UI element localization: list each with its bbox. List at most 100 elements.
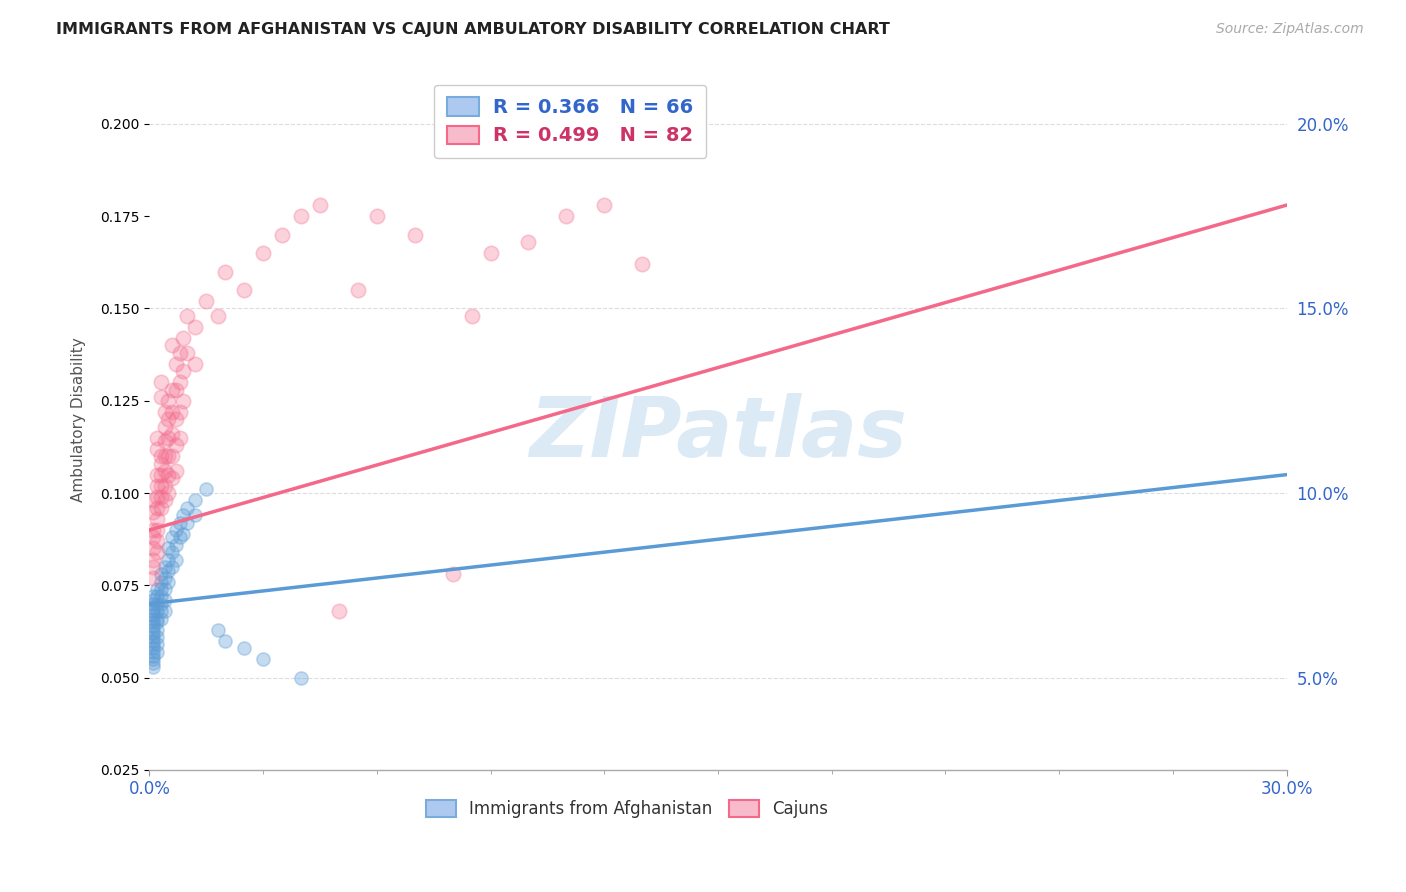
Point [184, 357, 207, 371]
Point [153, 604, 176, 618]
Point [142, 552, 165, 566]
Point [176, 500, 198, 515]
Point [146, 630, 169, 644]
Point [172, 393, 194, 408]
Point [146, 615, 169, 630]
Point [157, 574, 180, 589]
Point [195, 294, 218, 309]
Point [160, 545, 183, 559]
Point [146, 645, 169, 659]
Point [146, 534, 169, 549]
Point [149, 500, 172, 515]
Point [142, 626, 165, 640]
Point [160, 530, 183, 544]
Point [157, 486, 180, 500]
Point [146, 500, 169, 515]
Point [146, 512, 169, 526]
Point [184, 508, 207, 523]
Point [555, 209, 578, 223]
Point [153, 405, 176, 419]
Point [172, 526, 194, 541]
Point [142, 630, 165, 644]
Point [142, 604, 165, 618]
Point [142, 615, 165, 630]
Point [157, 431, 180, 445]
Point [142, 504, 165, 518]
Point [460, 309, 482, 323]
Point [149, 390, 172, 404]
Point [165, 552, 187, 566]
Legend: Immigrants from Afghanistan, Cajuns: Immigrants from Afghanistan, Cajuns [419, 793, 835, 825]
Point [142, 493, 165, 508]
Point [160, 405, 183, 419]
Point [165, 438, 187, 452]
Y-axis label: Ambulatory Disability: Ambulatory Disability [72, 337, 86, 501]
Point [165, 383, 187, 397]
Point [172, 364, 194, 378]
Point [169, 346, 191, 360]
Point [207, 623, 229, 637]
Point [146, 612, 169, 626]
Point [252, 246, 274, 260]
Point [142, 659, 165, 673]
Point [233, 283, 256, 297]
Point [149, 597, 172, 611]
Point [142, 597, 165, 611]
Point [153, 582, 176, 596]
Point [207, 309, 229, 323]
Point [142, 619, 165, 633]
Point [149, 567, 172, 582]
Point [252, 652, 274, 666]
Point [165, 357, 187, 371]
Point [165, 538, 187, 552]
Point [441, 567, 464, 582]
Point [153, 571, 176, 585]
Point [160, 427, 183, 442]
Point [153, 419, 176, 434]
Point [142, 656, 165, 670]
Point [149, 582, 172, 596]
Point [157, 467, 180, 482]
Point [146, 490, 169, 504]
Point [153, 493, 176, 508]
Point [146, 442, 169, 456]
Point [153, 464, 176, 478]
Text: IMMIGRANTS FROM AFGHANISTAN VS CAJUN AMBULATORY DISABILITY CORRELATION CHART: IMMIGRANTS FROM AFGHANISTAN VS CAJUN AMB… [56, 22, 890, 37]
Point [149, 612, 172, 626]
Point [146, 638, 169, 652]
Point [142, 638, 165, 652]
Point [631, 257, 654, 271]
Text: ZIPatlas: ZIPatlas [529, 392, 907, 474]
Point [172, 508, 194, 523]
Point [172, 331, 194, 345]
Point [142, 593, 165, 607]
Point [165, 523, 187, 537]
Point [160, 383, 183, 397]
Point [146, 431, 169, 445]
Point [149, 467, 172, 482]
Point [347, 283, 370, 297]
Point [149, 490, 172, 504]
Point [146, 597, 169, 611]
Point [366, 209, 388, 223]
Point [214, 633, 236, 648]
Point [309, 198, 332, 212]
Point [184, 493, 207, 508]
Point [160, 338, 183, 352]
Point [195, 483, 218, 497]
Point [593, 198, 616, 212]
Point [146, 590, 169, 604]
Point [160, 471, 183, 485]
Point [157, 449, 180, 463]
Point [290, 209, 312, 223]
Point [153, 593, 176, 607]
Point [142, 648, 165, 663]
Point [404, 227, 426, 242]
Point [142, 530, 165, 544]
Point [149, 449, 172, 463]
Point [142, 623, 165, 637]
Point [176, 309, 198, 323]
Point [142, 541, 165, 556]
Point [271, 227, 294, 242]
Point [142, 641, 165, 656]
